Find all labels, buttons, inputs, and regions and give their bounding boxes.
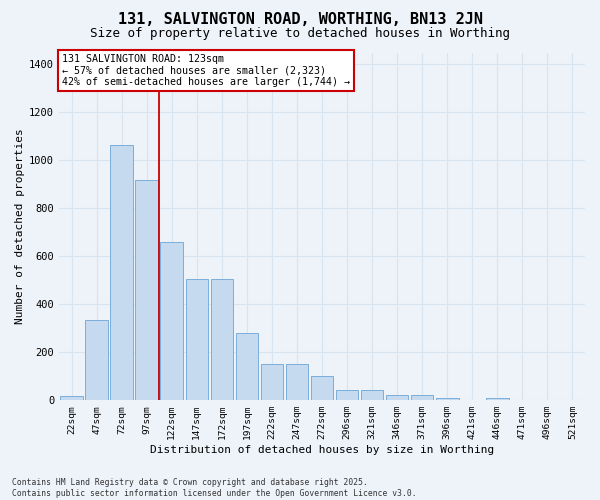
Bar (110, 145, 133, 400)
Bar (486, 398, 509, 400)
Bar (260, 364, 283, 400)
Bar (236, 333, 258, 400)
Bar (160, 242, 183, 400)
X-axis label: Distribution of detached houses by size in Worthing: Distribution of detached houses by size … (150, 445, 494, 455)
Bar (411, 396, 433, 400)
Bar (85, 320, 108, 400)
Bar (211, 279, 233, 400)
Text: 131, SALVINGTON ROAD, WORTHING, BN13 2JN: 131, SALVINGTON ROAD, WORTHING, BN13 2JN (118, 12, 482, 28)
Y-axis label: Number of detached properties: Number of detached properties (15, 128, 25, 324)
Bar (60, 396, 83, 400)
Bar (386, 396, 409, 400)
Bar (286, 364, 308, 400)
Bar (311, 376, 333, 400)
Text: Size of property relative to detached houses in Worthing: Size of property relative to detached ho… (90, 28, 510, 40)
Bar (436, 398, 458, 400)
Bar (336, 390, 358, 400)
Text: 131 SALVINGTON ROAD: 123sqm
← 57% of detached houses are smaller (2,323)
42% of : 131 SALVINGTON ROAD: 123sqm ← 57% of det… (62, 54, 350, 88)
Text: Contains HM Land Registry data © Crown copyright and database right 2025.
Contai: Contains HM Land Registry data © Crown c… (12, 478, 416, 498)
Bar (185, 279, 208, 400)
Bar (136, 180, 158, 400)
Bar (361, 390, 383, 400)
